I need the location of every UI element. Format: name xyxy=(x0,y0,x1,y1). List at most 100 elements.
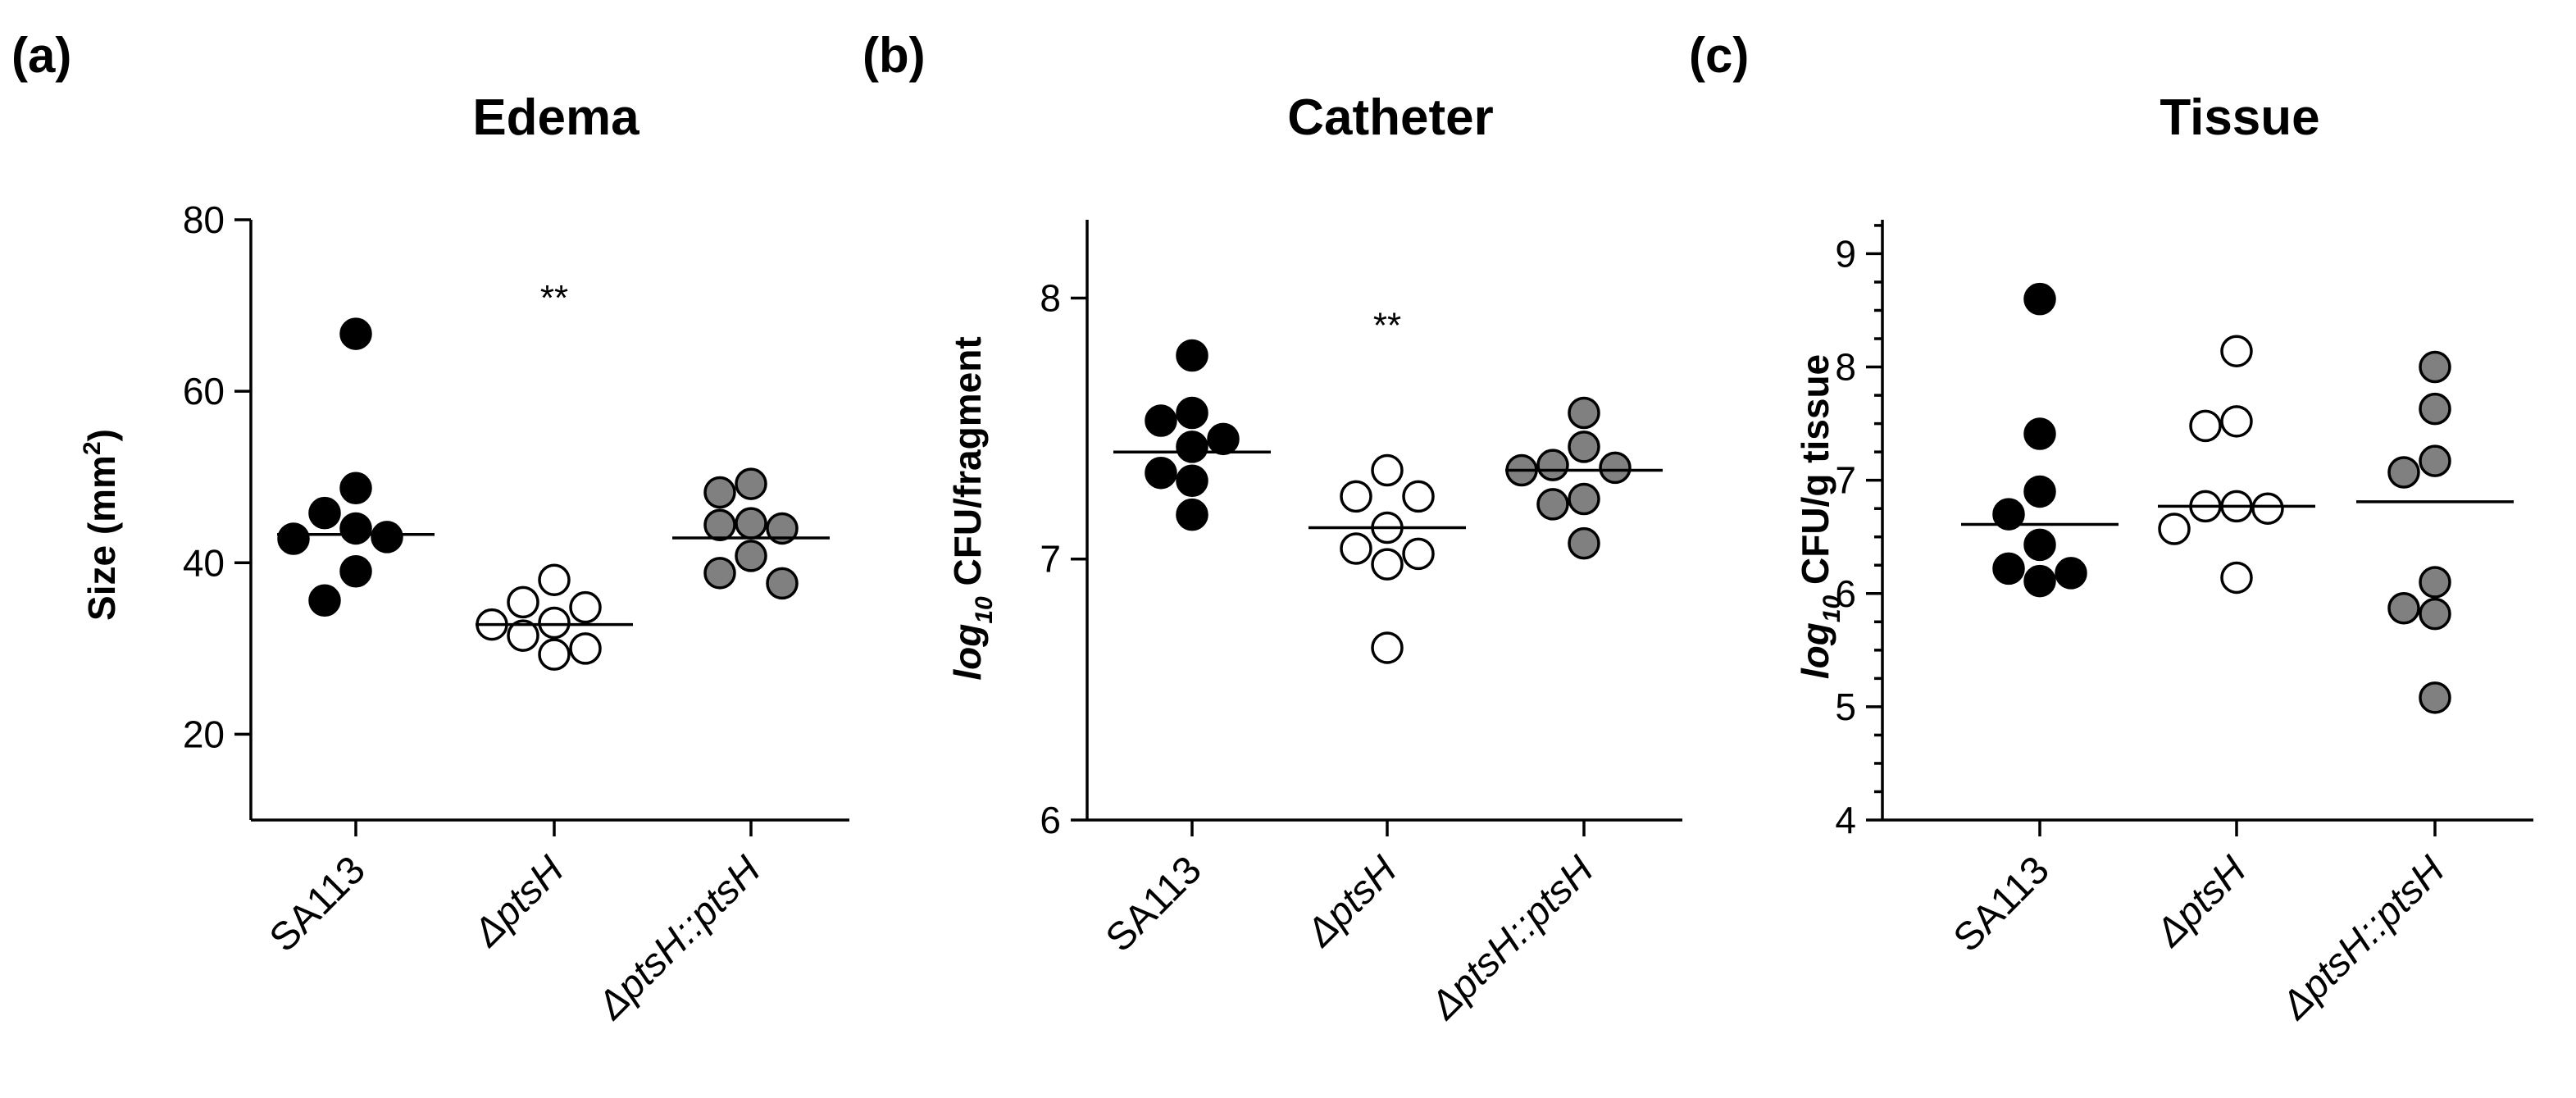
data-point xyxy=(2419,681,2451,714)
y-tick-label: 5 xyxy=(1835,686,1856,728)
y-tick-label: 7 xyxy=(1040,538,1061,581)
y-axis-label: log10 CFU/g tissue xyxy=(1794,354,1846,679)
data-point xyxy=(538,606,571,640)
data-point xyxy=(2387,456,2420,489)
data-point xyxy=(703,476,736,509)
data-point xyxy=(1402,480,1435,513)
data-point xyxy=(1371,631,1404,664)
data-point xyxy=(2419,444,2451,477)
data-point xyxy=(735,540,767,572)
data-point xyxy=(538,638,571,671)
data-point xyxy=(2419,392,2451,426)
y-axis-label-log: log xyxy=(1794,622,1836,679)
x-category-label: ΔptsH::ptsH xyxy=(1422,848,1602,1028)
chart-title: Tissue xyxy=(2160,89,2319,146)
data-point xyxy=(1176,339,1208,372)
significance-label: ** xyxy=(1373,305,1401,345)
y-axis-label: log10 CFU/fragment xyxy=(946,336,998,680)
data-point xyxy=(735,507,767,540)
data-point xyxy=(1176,498,1208,531)
data-point xyxy=(2419,566,2451,599)
chart-title: Edema xyxy=(472,89,639,146)
y-tick-label: 4 xyxy=(1835,799,1856,841)
x-category-label: ΔptsH::ptsH xyxy=(589,848,769,1028)
data-point xyxy=(569,632,602,665)
y-axis-label-superscript: 2 xyxy=(79,441,106,455)
y-tick-label: 20 xyxy=(183,713,225,755)
y-axis-label-log: log xyxy=(946,624,989,681)
data-point xyxy=(339,472,372,505)
panel-letter: (c) xyxy=(1689,28,1749,83)
panel-tissue: (c) Tissue log10 CFU/g tissue 4 5 6 7 8 9 SA11… xyxy=(1689,28,2533,1028)
x-category-label: SA113 xyxy=(1098,848,1210,960)
data-point xyxy=(2220,561,2253,595)
data-point xyxy=(2220,405,2253,438)
data-point xyxy=(735,467,767,500)
x-category-label: ΔptsH xyxy=(2147,848,2255,955)
data-point xyxy=(1568,431,1600,463)
data-point xyxy=(1536,449,1569,481)
data-point xyxy=(1536,488,1569,521)
data-point xyxy=(2023,417,2056,450)
y-axis-label: Size (mm2) xyxy=(79,429,123,621)
data-point xyxy=(339,512,372,545)
data-point xyxy=(308,496,341,530)
data-point xyxy=(1568,396,1600,430)
data-point xyxy=(703,557,736,590)
y-tick-label: 8 xyxy=(1040,276,1061,319)
data-point xyxy=(1145,404,1177,437)
y-axis-label-rest: CFU/g tissue xyxy=(1794,354,1836,595)
data-point xyxy=(2055,557,2087,590)
chart-title: Catheter xyxy=(1287,89,1494,146)
data-point xyxy=(507,619,539,652)
data-point xyxy=(2158,513,2191,545)
data-point xyxy=(2023,564,2056,598)
data-point xyxy=(1402,537,1435,571)
data-point xyxy=(766,567,799,600)
data-point xyxy=(2023,475,2056,508)
data-point xyxy=(538,563,571,596)
panel-letter: (b) xyxy=(862,28,926,83)
data-point xyxy=(1340,532,1372,565)
x-category-label: ΔptsH xyxy=(1298,848,1405,955)
y-axis-label-subscript: 10 xyxy=(1818,595,1846,622)
x-category-label: SA113 xyxy=(262,848,374,960)
data-point xyxy=(371,521,403,554)
significance-label: ** xyxy=(540,278,568,318)
data-point xyxy=(1568,526,1600,560)
data-point xyxy=(1176,464,1208,498)
data-point xyxy=(1992,498,2025,531)
x-category-label: ΔptsH xyxy=(465,848,572,955)
data-point xyxy=(308,584,341,617)
data-point xyxy=(2419,597,2451,631)
data-point xyxy=(339,554,372,588)
data-point xyxy=(1568,482,1600,516)
data-point xyxy=(1992,552,2025,585)
x-category-label: SA113 xyxy=(1946,848,2058,960)
data-point xyxy=(507,585,539,619)
data-point xyxy=(2419,350,2451,384)
y-tick-label: 60 xyxy=(183,370,225,412)
y-tick-label: 9 xyxy=(1835,232,1856,275)
data-point xyxy=(2189,409,2222,443)
panel-edema: (a) Edema Size (mm2) 20 40 60 80 SA113 ΔptsH Δ… xyxy=(11,28,849,1028)
data-point xyxy=(1176,431,1208,463)
data-point xyxy=(1371,548,1404,581)
data-point xyxy=(1207,422,1240,456)
x-category-label: ΔptsH::ptsH xyxy=(2273,848,2453,1028)
y-axis-label-close: ) xyxy=(80,429,123,441)
data-point xyxy=(1145,456,1177,490)
data-point xyxy=(569,590,602,624)
data-point xyxy=(1599,451,1632,485)
y-axis-label-main: Size (mm xyxy=(80,455,123,621)
y-tick-label: 6 xyxy=(1835,572,1856,615)
y-tick-label: 6 xyxy=(1040,799,1061,841)
data-point xyxy=(277,522,310,555)
data-point xyxy=(703,508,736,542)
y-tick-label: 7 xyxy=(1835,459,1856,502)
data-point xyxy=(1371,453,1404,487)
data-point xyxy=(2251,492,2284,525)
data-point xyxy=(1340,480,1372,513)
data-point xyxy=(2387,591,2420,625)
